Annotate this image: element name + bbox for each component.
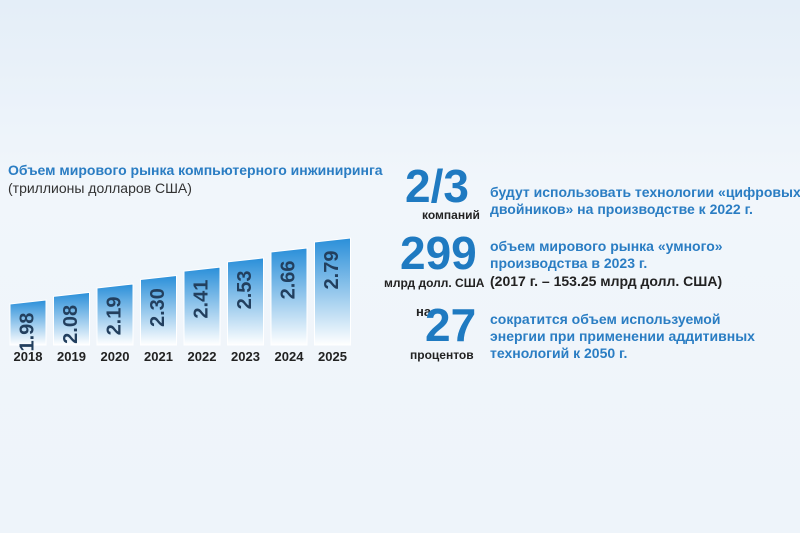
year-label-2021: 2021 (144, 349, 173, 364)
bar-2023 (227, 257, 264, 346)
stat-27-desc-line-2: энергии при применении аддитивных (490, 328, 755, 344)
stat-27-unit: процентов (410, 348, 474, 362)
value-label-2023: 2.53 (234, 270, 256, 309)
year-label-2018: 2018 (14, 349, 43, 364)
value-label-2024: 2.66 (277, 260, 299, 299)
stat-2-3-desc-line-2: двойников» на производстве к 2022 г. (490, 201, 753, 217)
value-label-2021: 2.30 (147, 288, 169, 327)
year-label-2024: 2024 (275, 349, 305, 364)
year-label-2019: 2019 (57, 349, 86, 364)
value-label-2022: 2.41 (190, 280, 212, 319)
stat-299-desc-line-1: объем мирового рынка «умного» (490, 238, 723, 254)
bar-2021 (140, 274, 177, 346)
year-label-2023: 2023 (231, 349, 260, 364)
stat-27-desc-line-3: технологий к 2050 г. (490, 345, 628, 361)
stat-2-3-desc-line-1: будут использовать технологии «цифровых (490, 184, 800, 200)
stat-2-3-number: 2/3 (405, 160, 469, 212)
stat-27-desc-line-1: сократится объем используемой (490, 311, 721, 327)
bar-2019 (53, 291, 90, 346)
stat-2-3-unit: компаний (422, 208, 480, 222)
year-label-2020: 2020 (101, 349, 130, 364)
chart-title: Объем мирового рынка компьютерного инжин… (8, 162, 383, 178)
bar-2018 (9, 299, 47, 346)
bar-2024 (270, 247, 308, 346)
stat-299-number: 299 (400, 227, 477, 279)
bar-2022 (183, 266, 221, 346)
stat-27-prefix: на (416, 304, 432, 319)
value-label-2019: 2.08 (60, 305, 82, 344)
chart-subtitle: (триллионы долларов США) (8, 180, 192, 196)
stat-299-unit: млрд долл. США (384, 276, 485, 290)
value-label-2025: 2.79 (321, 251, 343, 290)
stat-299-note: (2017 г. – 153.25 млрд долл. США) (490, 273, 723, 289)
bar-2020 (96, 283, 134, 346)
value-label-2020: 2.19 (103, 296, 125, 335)
value-label-2018: 1.98 (16, 313, 38, 352)
stat-299-desc-line-2: производства в 2023 г. (490, 255, 648, 271)
year-label-2022: 2022 (188, 349, 217, 364)
bar-2025 (314, 237, 351, 346)
stat-27-number: 27 (425, 299, 477, 351)
year-label-2025: 2025 (318, 349, 347, 364)
